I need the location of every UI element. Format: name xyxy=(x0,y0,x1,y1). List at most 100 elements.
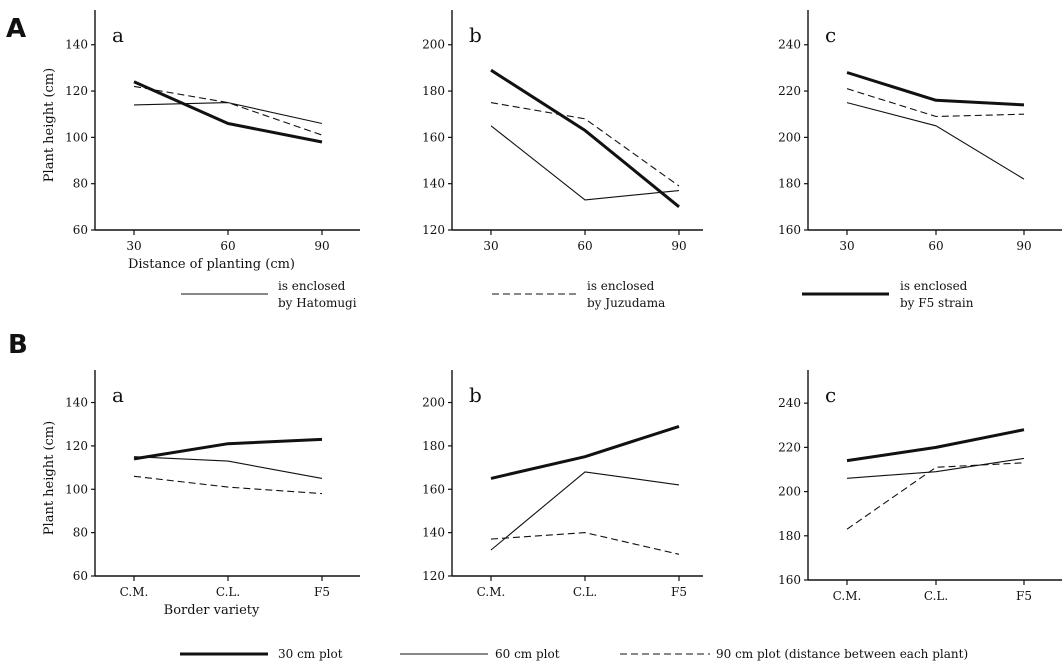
chart-Ac-xtick-label: 30 xyxy=(839,239,854,253)
legend-A-item-thin: is enclosed by Hatomugi xyxy=(181,279,357,310)
chart-Ba-ytick-label: 120 xyxy=(65,439,88,453)
chart-Ac-ytick-label: 240 xyxy=(778,38,801,52)
chart-Aa-ytick-label: 100 xyxy=(65,130,88,144)
chart-Aa-series-thin xyxy=(133,102,323,125)
chart-Bc-series-thin xyxy=(846,457,1025,479)
chart-Aa-xtick-label: 90 xyxy=(314,239,329,253)
chart-Ba-series-dashed xyxy=(133,475,323,495)
legend-A-text: is enclosed xyxy=(278,279,346,293)
panel-label-A: A xyxy=(6,14,26,44)
chart-Ac-series-thin xyxy=(846,102,1025,180)
chart-Aa-ytick-label: 80 xyxy=(73,177,88,191)
chart-Aa-ylabel: Plant height (cm) xyxy=(42,68,57,182)
legend-A-text: by Juzudama xyxy=(587,296,665,310)
chart-Aa-ytick-label: 120 xyxy=(65,84,88,98)
chart-Ba-series-thick xyxy=(133,437,323,461)
chart-Ac: 160 180 200 220 240 30 60 90 c xyxy=(778,10,1062,253)
chart-Ba-ytick-label: 60 xyxy=(73,569,88,583)
legend-A-text: is enclosed xyxy=(900,279,968,293)
chart-Ab-ytick-label: 140 xyxy=(422,177,445,191)
chart-Bc-ytick-label: 220 xyxy=(778,440,801,454)
chart-Ba-xlabel: Border variety xyxy=(164,603,260,618)
chart-Ac-xtick-label: 60 xyxy=(928,239,943,253)
chart-Aa-series-thick xyxy=(133,80,323,144)
chart-Ab-letter: b xyxy=(469,23,482,47)
chart-Ba-ytick-label: 140 xyxy=(65,396,88,410)
chart-Bc-xtick-label: C.M. xyxy=(833,589,862,603)
chart-Bc-ytick-label: 160 xyxy=(778,573,801,587)
chart-Ba-ytick-label: 80 xyxy=(73,526,88,540)
chart-Bb-letter: b xyxy=(469,383,482,407)
panel-label-B: B xyxy=(8,330,28,360)
chart-Bb-ytick-label: 200 xyxy=(422,396,445,410)
chart-Aa-letter: a xyxy=(112,23,124,47)
chart-Aa-ytick-label: 140 xyxy=(65,38,88,52)
chart-Ab-xtick-label: 30 xyxy=(483,239,498,253)
legend-A-text: by Hatomugi xyxy=(278,296,357,310)
chart-Bb-series-thin xyxy=(490,471,680,551)
chart-Aa-xtick-label: 30 xyxy=(126,239,141,253)
chart-Bb-xtick-label: C.M. xyxy=(477,585,506,599)
chart-Bb-ytick-label: 180 xyxy=(422,439,445,453)
chart-Ab-ytick-label: 180 xyxy=(422,84,445,98)
legend-B-item-dashed: 90 cm plot (distance between each plant) xyxy=(620,647,968,661)
chart-Bc-ytick-label: 180 xyxy=(778,529,801,543)
chart-Bc-ytick-label: 240 xyxy=(778,396,801,410)
legend-B-item-thick: 30 cm plot xyxy=(180,647,343,661)
chart-Bb-ytick-label: 140 xyxy=(422,526,445,540)
chart-Bc-series-thick xyxy=(846,428,1025,463)
chart-Ab-series-thin xyxy=(490,125,680,201)
chart-Ac-xtick-label: 90 xyxy=(1016,239,1031,253)
chart-Bc-xtick-label: F5 xyxy=(1016,589,1032,603)
legend-B-text: 90 cm plot (distance between each plant) xyxy=(716,647,968,661)
chart-Ba-ytick-label: 100 xyxy=(65,482,88,496)
chart-Bc-xtick-label: C.L. xyxy=(924,589,948,603)
legend-A-item-thick: is enclosed by F5 strain xyxy=(802,279,974,310)
chart-Ba-ylabel: Plant height (cm) xyxy=(42,421,57,535)
chart-Ac-letter: c xyxy=(825,23,836,47)
chart-Aa-xlabel: Distance of planting (cm) xyxy=(128,257,295,272)
legend-B: 30 cm plot 60 cm plot 90 cm plot (distance… xyxy=(180,647,968,661)
chart-Aa: 60 80 100 120 140 30 60 90 a Plant height (cm) Dis… xyxy=(42,10,360,272)
chart-Ab-xtick-label: 90 xyxy=(671,239,686,253)
chart-Ba-xtick-label: C.M. xyxy=(120,585,149,599)
chart-Bc-series-dashed xyxy=(846,462,1025,530)
chart-Ac-series-dashed xyxy=(846,88,1025,118)
legend-B-text: 30 cm plot xyxy=(278,647,343,661)
chart-Ac-series-thick xyxy=(846,71,1025,107)
legend-A: is enclosed by Hatomugi is enclosed by Juzu… xyxy=(181,279,974,310)
chart-Aa-xtick-label: 60 xyxy=(220,239,235,253)
chart-Ba-xtick-label: C.L. xyxy=(216,585,240,599)
chart-Ba-letter: a xyxy=(112,383,124,407)
chart-Ac-ytick-label: 200 xyxy=(778,130,801,144)
chart-Bc: 160 180 200 220 240 C.M. C.L. F5 c xyxy=(778,370,1062,603)
chart-Ab-ytick-label: 200 xyxy=(422,38,445,52)
chart-Ab-series-thick xyxy=(490,68,680,208)
chart-Bb-xtick-label: F5 xyxy=(671,585,687,599)
chart-Bb-ytick-label: 120 xyxy=(422,569,445,583)
chart-Ac-ytick-label: 160 xyxy=(778,223,801,237)
chart-Bc-letter: c xyxy=(825,383,836,407)
legend-B-text: 60 cm plot xyxy=(495,647,560,661)
chart-Ab-xtick-label: 60 xyxy=(577,239,592,253)
chart-Bb-series-dashed xyxy=(490,532,680,555)
chart-Ba-series-thin xyxy=(133,456,323,479)
chart-Aa-ytick-label: 60 xyxy=(73,223,88,237)
chart-Bb-ytick-label: 160 xyxy=(422,482,445,496)
chart-Ba: 60 80 100 120 140 C.M. C.L. F5 a Plant height (cm… xyxy=(42,370,360,618)
chart-Ab-ytick-label: 160 xyxy=(422,130,445,144)
legend-A-text: is enclosed xyxy=(587,279,655,293)
chart-Ab: 120 140 160 180 200 30 60 90 b xyxy=(422,10,703,253)
legend-B-item-thin: 60 cm plot xyxy=(400,647,560,661)
chart-Bb-xtick-label: C.L. xyxy=(573,585,597,599)
chart-Bc-ytick-label: 200 xyxy=(778,485,801,499)
chart-Ac-ytick-label: 180 xyxy=(778,177,801,191)
chart-Ab-series-dashed xyxy=(490,102,680,187)
chart-Ac-ytick-label: 220 xyxy=(778,84,801,98)
legend-A-item-dashed: is enclosed by Juzudama xyxy=(492,279,665,310)
chart-Bb: 120 140 160 180 200 C.M. C.L. F5 b xyxy=(422,370,703,599)
chart-Ab-ytick-label: 120 xyxy=(422,223,445,237)
chart-Bb-series-thick xyxy=(490,424,680,480)
legend-A-text: by F5 strain xyxy=(900,296,974,310)
